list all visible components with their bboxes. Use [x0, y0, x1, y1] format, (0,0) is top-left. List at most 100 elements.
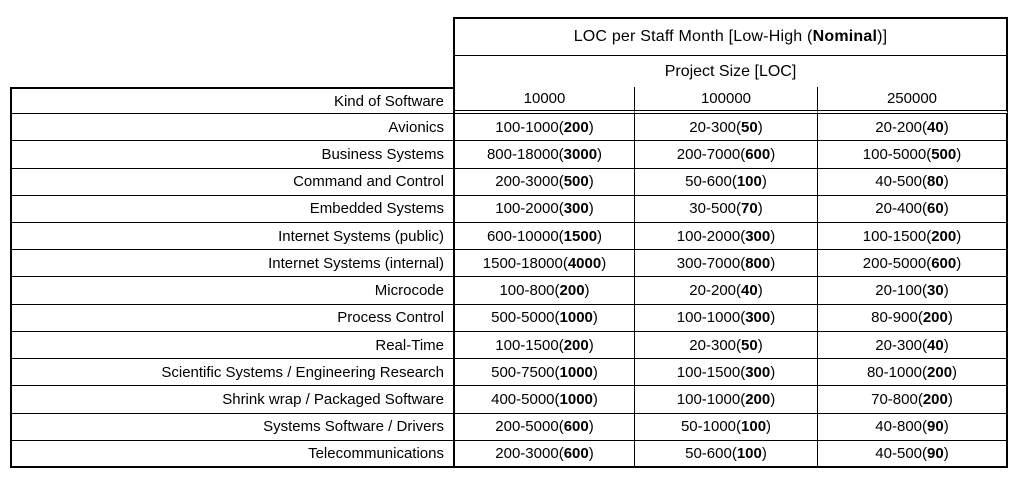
cell-text: 300-7000 [676, 254, 741, 272]
loc-range-cell: 100-1500(200) [455, 331, 635, 360]
cell-text: 40-500 [875, 444, 923, 462]
row-kind-label: Microcode [10, 277, 455, 305]
cell-text: 40-500 [875, 173, 923, 191]
loc-range-cell: 50-600(100) [635, 440, 818, 468]
cell-text: ( [736, 418, 742, 436]
cell-text: 20-100 [875, 282, 923, 300]
cell-text: ) [943, 282, 949, 300]
table-title-suffix: )] [877, 28, 888, 45]
cell-text: ) [943, 200, 949, 218]
nominal-value: 300 [563, 200, 589, 218]
loc-range-cell: 100-800(200) [455, 277, 635, 305]
cell-text: ( [917, 309, 923, 327]
loc-range-cell: 400-5000(1000) [455, 386, 635, 414]
cell-text: ( [740, 146, 746, 164]
loc-range-cell: 70-800(200) [818, 386, 1008, 414]
cell-text: 100-1500 [676, 363, 741, 381]
nominal-value: 1000 [559, 363, 593, 381]
cell-text: 80-1000 [866, 363, 923, 381]
loc-range-cell: 200-3000(600) [455, 440, 635, 468]
cell-text: 100-800 [499, 282, 555, 300]
nominal-value: 40 [927, 336, 944, 354]
loc-range-cell: 800-18000(3000) [455, 141, 635, 169]
cell-text: Internet Systems (internal) [268, 254, 444, 272]
loc-range-cell: 40-800(90) [818, 413, 1008, 441]
loc-range-cell: 100-1000(300) [635, 304, 818, 332]
cell-text: ( [922, 118, 928, 136]
row-kind-label: Embedded Systems [10, 195, 455, 224]
loc-range-cell: 200-5000(600) [818, 250, 1008, 278]
nominal-value: 3000 [563, 146, 598, 164]
cell-text: ) [943, 173, 949, 191]
cell-text: 1500-18000 [482, 254, 563, 272]
row-kind-label: Telecommunications [10, 440, 455, 468]
loc-range-cell: 100-1000(200) [455, 114, 635, 142]
cell-text: Embedded Systems [309, 200, 444, 218]
cell-text: ( [736, 200, 742, 218]
cell-text: ) [770, 363, 776, 381]
nominal-value: 200 [922, 390, 948, 408]
nominal-value: 1500 [563, 227, 598, 245]
cell-text: 100-1500 [862, 227, 927, 245]
cell-text: 20-300 [875, 336, 923, 354]
cell-text: Kind of Software [333, 92, 444, 110]
cell-text: 20-400 [875, 200, 923, 218]
loc-range-cell: 80-1000(200) [818, 359, 1008, 387]
nominal-value: 40 [741, 282, 758, 300]
loc-range-cell: 30-500(70) [635, 195, 818, 224]
cell-text: Business Systems [321, 146, 444, 164]
nominal-value: 80 [927, 173, 944, 191]
cell-text: ( [731, 173, 737, 191]
cell-text: Telecommunications [308, 444, 444, 462]
loc-range-cell: 40-500(90) [818, 440, 1008, 468]
cell-text: 200-3000 [495, 173, 559, 191]
cell-text: ) [761, 444, 767, 462]
table-header-block: LOC per Staff Month [Low-High (Nominal)]… [453, 17, 1008, 87]
table-title-prefix: LOC per Staff Month [Low-High ( [573, 28, 813, 45]
loc-range-cell: 600-10000(1500) [455, 223, 635, 251]
nominal-value: 1000 [559, 309, 593, 327]
cell-text: 600-10000 [486, 227, 559, 245]
cell-text: ( [917, 390, 923, 408]
cell-text: Microcode [374, 282, 444, 300]
cell-text: ) [592, 363, 598, 381]
nominal-value: 200 [931, 227, 957, 245]
cell-text: ( [740, 227, 746, 245]
cell-text: ( [922, 200, 928, 218]
cell-text: ( [926, 227, 932, 245]
cell-text: Real-Time [375, 336, 444, 354]
cell-text: ) [770, 390, 776, 408]
cell-text: 100-1000 [495, 118, 559, 136]
cell-text: 40-800 [875, 418, 923, 436]
cell-text: 30-500 [689, 200, 737, 218]
cell-text: ) [757, 282, 763, 300]
row-kind-label: Internet Systems (internal) [10, 250, 455, 278]
nominal-value: 60 [927, 200, 944, 218]
cell-text: ) [956, 227, 962, 245]
cell-text: ( [922, 363, 928, 381]
loc-range-cell: 100-1500(300) [635, 359, 818, 387]
nominal-value: 200 [927, 363, 953, 381]
size-column-header: 100000 [635, 87, 818, 115]
nominal-value: 100 [736, 173, 762, 191]
row-kind-label: Scientific Systems / Engineering Researc… [10, 359, 455, 387]
cell-text: ) [597, 227, 603, 245]
loc-range-cell: 50-1000(100) [635, 413, 818, 441]
cell-text: ) [592, 390, 598, 408]
loc-range-cell: 100-1500(200) [818, 223, 1008, 251]
loc-range-cell: 20-400(60) [818, 195, 1008, 224]
nominal-value: 200 [745, 390, 771, 408]
cell-text: ( [558, 227, 564, 245]
table-title-nominal: Nominal [812, 28, 878, 45]
cell-text: 100-1500 [495, 336, 559, 354]
cell-text: 50-1000 [680, 418, 737, 436]
cell-text: ( [731, 444, 737, 462]
nominal-value: 90 [927, 444, 944, 462]
cell-text: 200-5000 [495, 418, 559, 436]
row-kind-label: Systems Software / Drivers [10, 413, 455, 441]
nominal-value: 200 [563, 336, 589, 354]
cell-text: ( [558, 118, 564, 136]
cell-text: 800-18000 [486, 146, 559, 164]
cell-text: ) [943, 336, 949, 354]
nominal-value: 500 [931, 146, 957, 164]
